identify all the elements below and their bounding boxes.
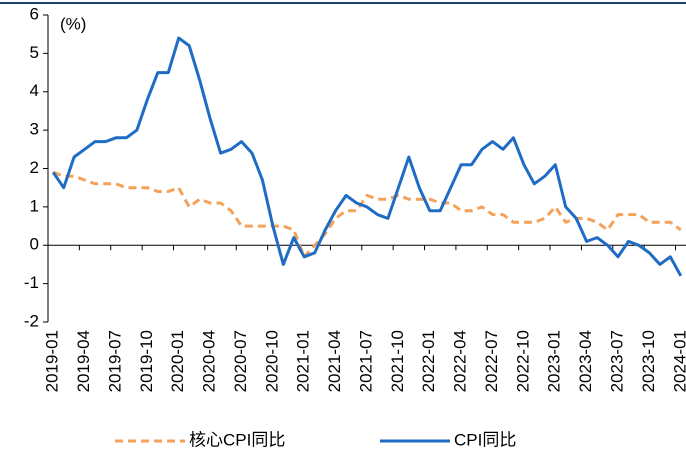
legend-label: CPI同比 xyxy=(454,430,516,449)
x-tick-label: 2023-04 xyxy=(576,330,595,392)
series-line xyxy=(51,36,683,277)
x-tick-label: 2024-01 xyxy=(670,330,686,392)
x-tick-label: 2019-10 xyxy=(137,330,156,392)
x-tick-label: 2022-10 xyxy=(513,330,532,392)
x-tick-label: 2023-10 xyxy=(639,330,658,392)
x-tick-label: 2022-07 xyxy=(482,330,501,392)
series-line xyxy=(52,170,682,259)
x-tick-label: 2020-04 xyxy=(200,330,219,392)
x-tick-label: 2019-04 xyxy=(74,330,93,392)
legend-label: 核心CPI同比 xyxy=(189,430,285,449)
y-unit-label: (%) xyxy=(60,14,86,33)
x-tick-label: 2019-07 xyxy=(105,330,124,392)
x-tick-label: 2021-10 xyxy=(388,330,407,392)
y-tick-label: -1 xyxy=(24,273,39,292)
y-tick-label: 3 xyxy=(30,120,39,139)
x-tick-label: 2019-01 xyxy=(43,330,62,392)
y-tick-label: 4 xyxy=(30,81,39,100)
y-tick-label: -2 xyxy=(24,311,39,330)
x-tick-label: 2021-07 xyxy=(356,330,375,392)
y-tick-label: 6 xyxy=(30,4,39,23)
x-tick-label: 2023-01 xyxy=(545,330,564,392)
y-tick-label: 5 xyxy=(30,43,39,62)
y-tick-label: 2 xyxy=(30,158,39,177)
x-tick-label: 2022-04 xyxy=(451,330,470,392)
x-tick-label: 2021-04 xyxy=(325,330,344,392)
x-tick-label: 2020-10 xyxy=(262,330,281,392)
x-tick-label: 2022-01 xyxy=(419,330,438,392)
y-tick-label: 0 xyxy=(30,235,39,254)
x-tick-label: 2020-01 xyxy=(168,330,187,392)
x-tick-label: 2020-07 xyxy=(231,330,250,392)
y-tick-label: 1 xyxy=(30,196,39,215)
x-tick-label: 2021-01 xyxy=(294,330,313,392)
x-tick-label: 2023-07 xyxy=(608,330,627,392)
